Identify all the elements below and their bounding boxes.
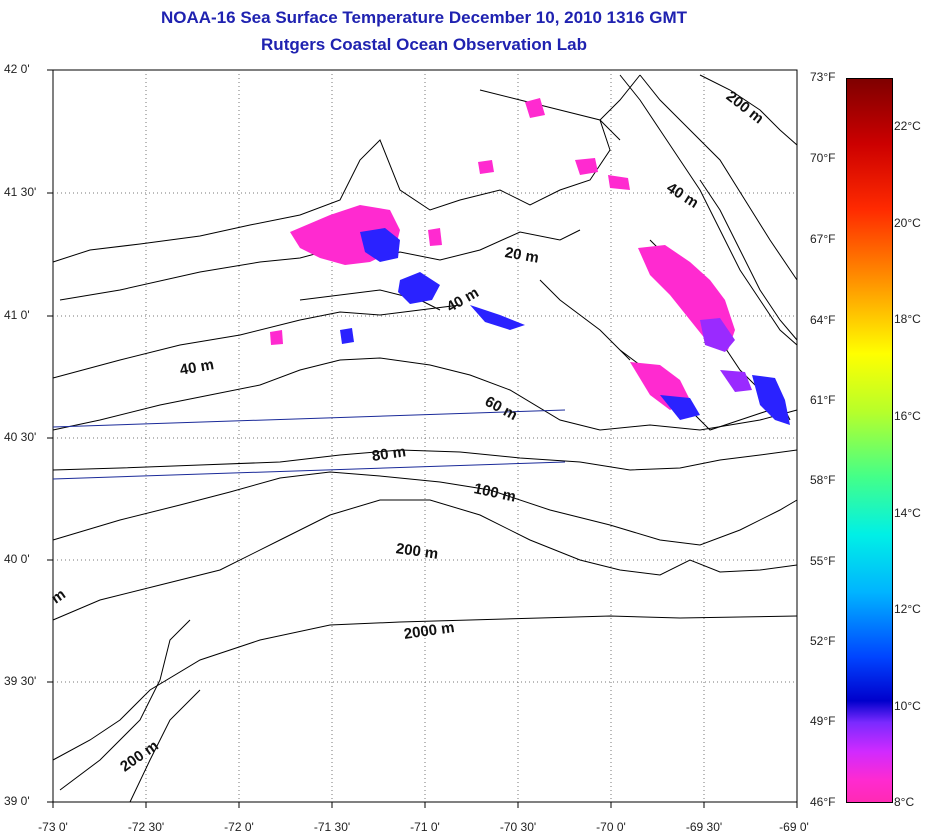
celsius-tick: 14°C (894, 506, 921, 520)
lon-tick: -71 30' (313, 820, 351, 834)
lon-tick: -70 30' (499, 820, 537, 834)
sst-patch-small-3 (478, 160, 494, 174)
fahrenheit-tick: 58°F (810, 473, 836, 487)
fahrenheit-tick: 46°F (810, 795, 836, 809)
lon-tick: -71 0' (410, 820, 440, 834)
lon-tick: -69 0' (779, 820, 809, 834)
lat-tick: 40 30' (4, 430, 37, 444)
lat-tick: 41 30' (4, 185, 37, 199)
swath-edges (52, 409, 566, 480)
sst-patch-cool-1 (360, 228, 400, 262)
sst-patch-small-5 (270, 330, 283, 345)
map-frame (52, 69, 798, 803)
sst-patch-cool-2 (398, 272, 440, 304)
celsius-tick: 12°C (894, 602, 921, 616)
sst-patch-small-4 (340, 328, 354, 344)
lon-tick: -73 0' (38, 820, 68, 834)
frame-ticks (47, 69, 798, 808)
temperature-colorbar (846, 78, 893, 803)
lon-tick: -72 30' (127, 820, 165, 834)
celsius-tick: 8°C (894, 795, 915, 809)
lat-tick: 41 0' (4, 308, 30, 322)
fahrenheit-tick: 70°F (810, 151, 836, 165)
bathymetry-contours (52, 74, 798, 803)
sst-patch-cool-5 (752, 375, 790, 425)
sst-patch-cool-4 (660, 395, 700, 420)
fahrenheit-tick: 61°F (810, 393, 836, 407)
sst-patch-mid-1 (700, 318, 735, 352)
fahrenheit-tick: 73°F (810, 70, 836, 84)
sst-patch-cool-3 (470, 305, 525, 330)
lat-tick: 39 0' (4, 794, 30, 808)
map-title: NOAA-16 Sea Surface Temperature December… (161, 8, 687, 27)
sst-patch-mid-2 (720, 370, 752, 392)
lon-tick: -70 0' (596, 820, 626, 834)
celsius-tick: 18°C (894, 312, 921, 326)
lat-tick: 40 0' (4, 552, 30, 566)
celsius-tick: 16°C (894, 409, 921, 423)
sst-patch-small-6 (428, 228, 442, 246)
grid-lines (53, 70, 797, 802)
lon-tick: -69 30' (685, 820, 723, 834)
lat-tick: 42 0' (4, 62, 30, 76)
fahrenheit-tick: 64°F (810, 313, 836, 327)
celsius-tick: 20°C (894, 216, 921, 230)
sst-patch-small-7 (608, 175, 630, 190)
celsius-tick: 22°C (894, 119, 921, 133)
sst-patches (270, 98, 790, 425)
fahrenheit-tick: 67°F (810, 232, 836, 246)
lat-tick: 39 30' (4, 674, 37, 688)
sst-patch-small-1 (525, 98, 545, 118)
sst-patch-small-2 (575, 158, 598, 175)
celsius-tick: 10°C (894, 699, 921, 713)
map-subtitle: Rutgers Coastal Ocean Observation Lab (261, 35, 587, 54)
fahrenheit-tick: 49°F (810, 714, 836, 728)
lon-tick: -72 0' (224, 820, 254, 834)
fahrenheit-tick: 52°F (810, 634, 836, 648)
fahrenheit-tick: 55°F (810, 554, 836, 568)
